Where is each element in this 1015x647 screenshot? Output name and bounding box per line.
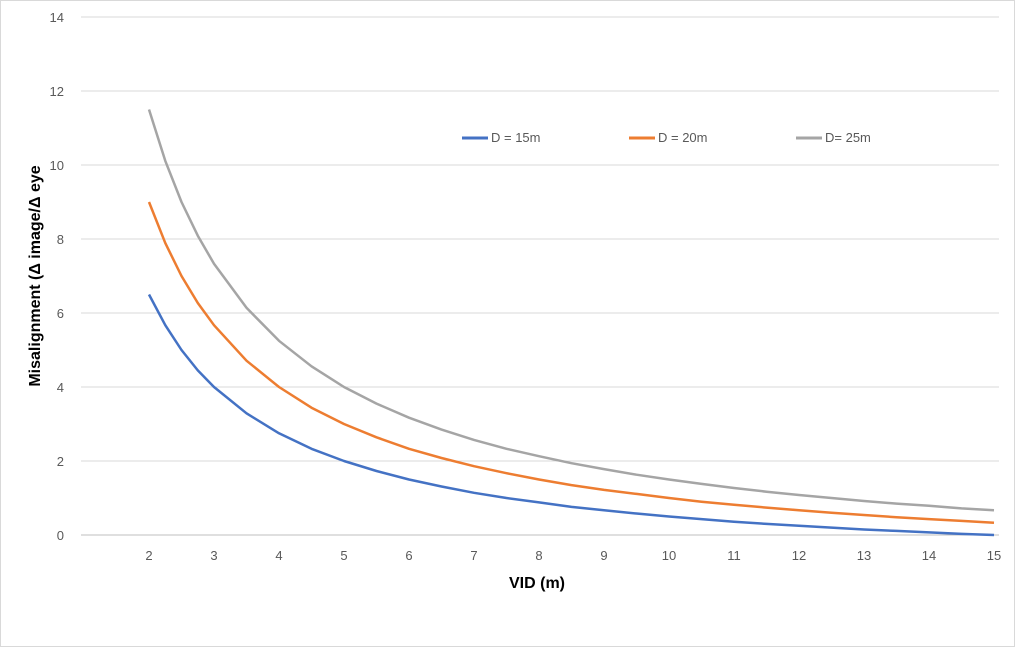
x-tick-label: 10 [662,548,676,563]
legend-label: D = 20m [658,130,708,145]
x-tick-label: 6 [405,548,412,563]
y-tick-label: 14 [50,10,64,25]
x-tick-label: 14 [922,548,936,563]
x-tick-label: 5 [340,548,347,563]
series-line-2 [147,201,995,525]
y-tick-labels: 0 2 4 6 8 10 12 14 [50,10,64,543]
x-tick-label: 8 [535,548,542,563]
x-tick-label: 13 [857,548,871,563]
x-tick-label: 7 [470,548,477,563]
x-tick-label: 12 [792,548,806,563]
y-tick-label: 6 [57,306,64,321]
x-tick-labels: 2 3 4 5 6 7 8 9 10 11 12 13 14 15 [145,548,1001,563]
y-axis-label: Misalignment (Δ image/Δ eye [27,165,44,386]
x-axis-label: VID (m) [509,575,565,592]
gridlines [81,16,999,536]
legend-label: D= 25m [825,130,871,145]
y-tick-label: 0 [57,528,64,543]
y-tick-label: 8 [57,232,64,247]
x-tick-label: 11 [727,548,741,563]
y-tick-label: 4 [57,380,64,395]
series-line-1 [147,293,995,537]
series-line-3 [147,109,995,512]
y-tick-label: 2 [57,454,64,469]
x-tick-label: 4 [275,548,282,563]
legend-label: D = 15m [491,130,541,145]
y-tick-label: 10 [50,158,64,173]
x-tick-label: 3 [210,548,217,563]
x-tick-label: 2 [145,548,152,563]
y-tick-label: 12 [50,84,64,99]
x-tick-label: 9 [600,548,607,563]
legend: D = 15m D = 20m D= 25m [462,130,871,145]
x-tick-label: 15 [987,548,1001,563]
series-lines [147,109,995,537]
